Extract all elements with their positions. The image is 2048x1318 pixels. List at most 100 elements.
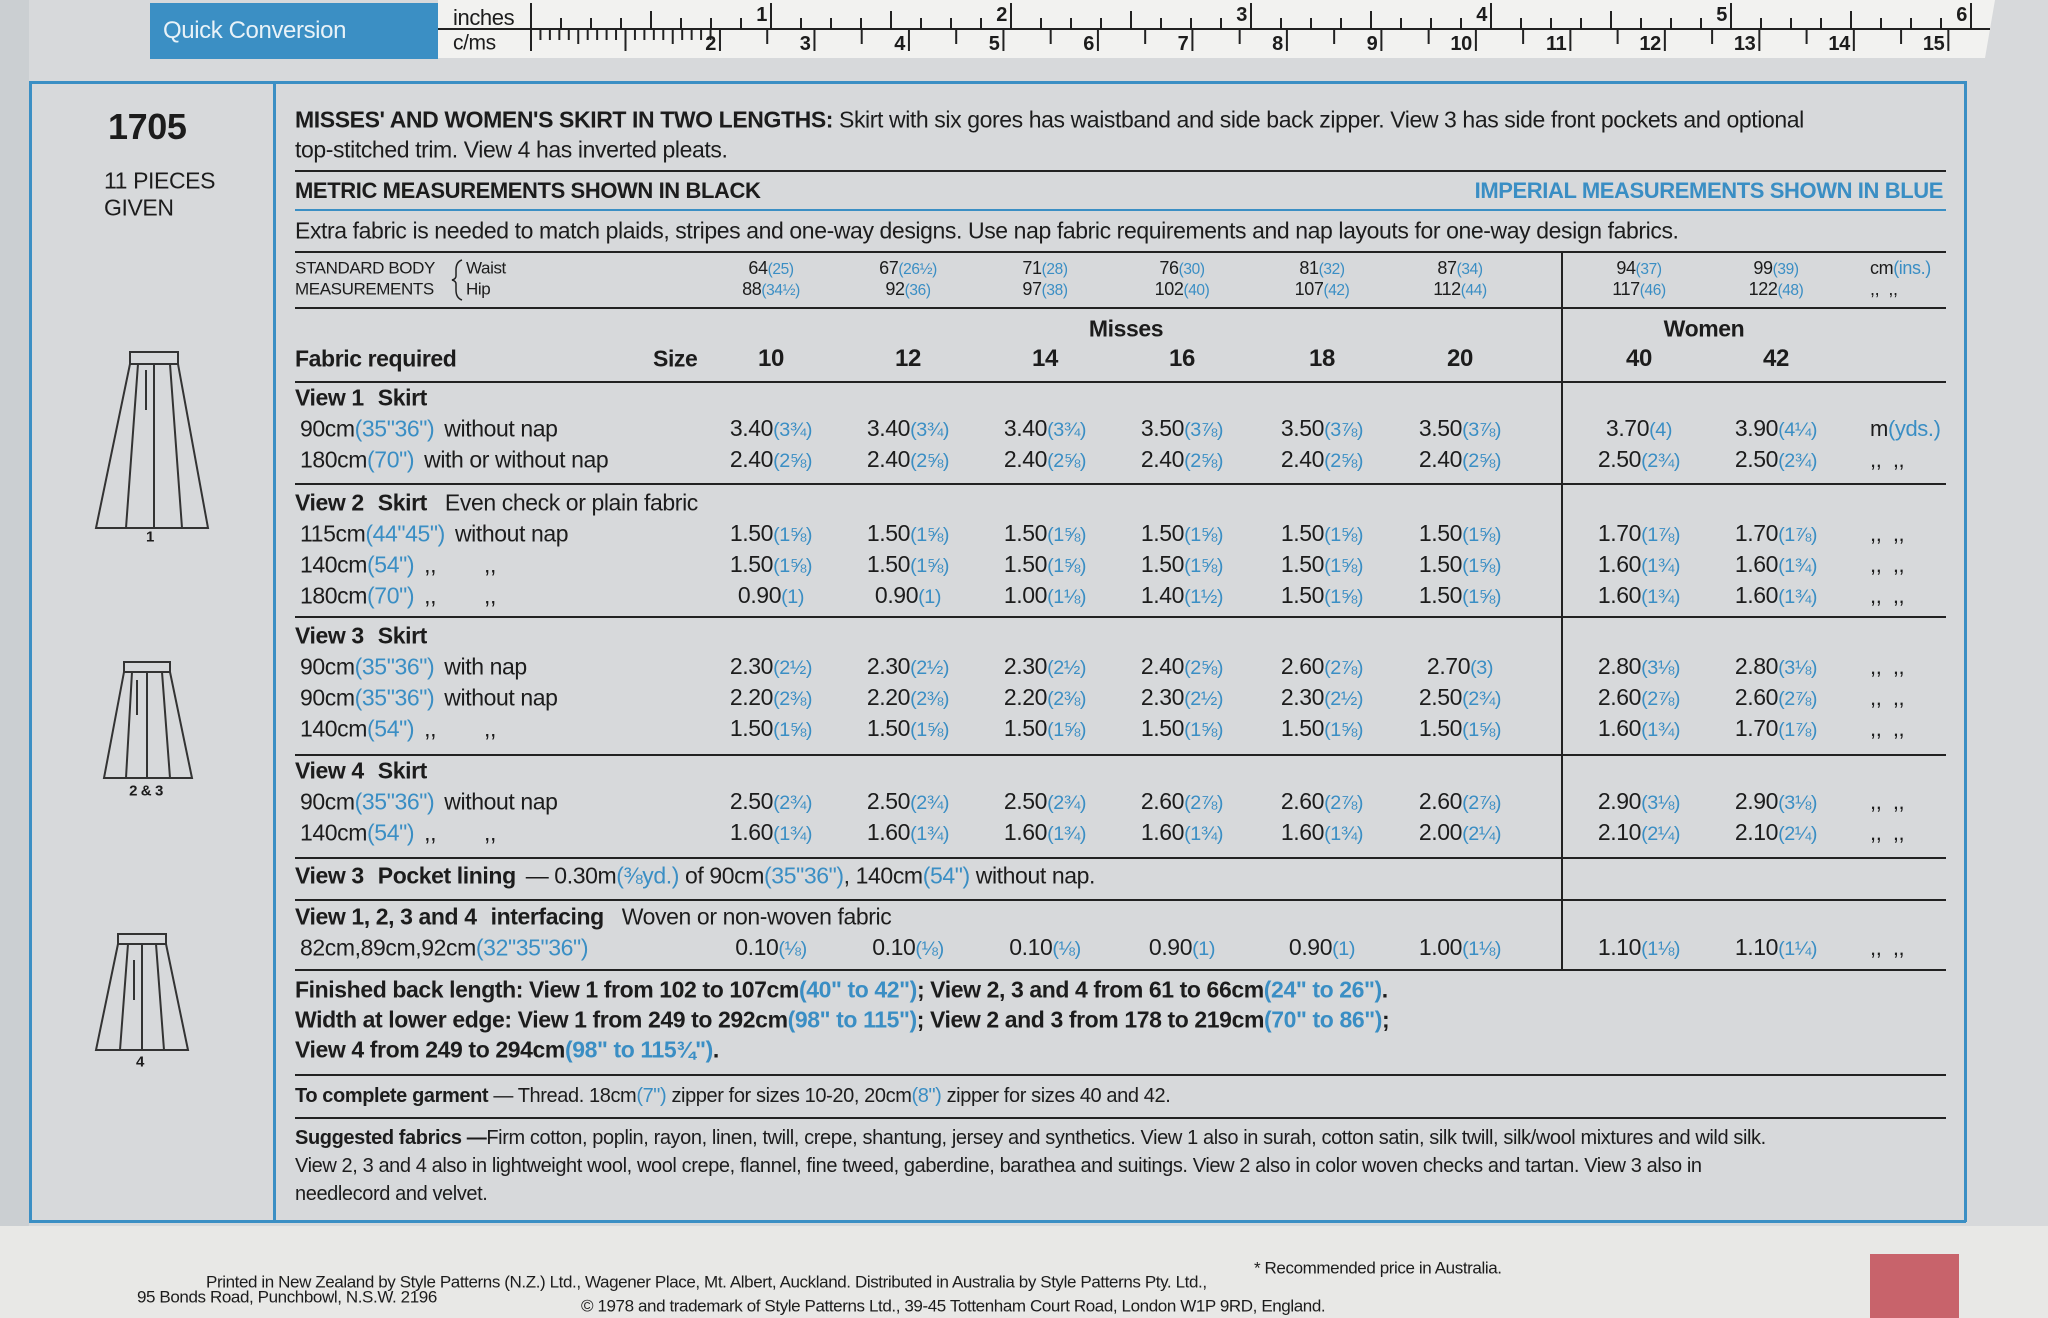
metric-value: 1.10 [1734,934,1779,961]
yardage: 0.10(⅛) [1009,936,1081,960]
yardage: 2.50(2¾) [730,790,813,814]
metric-text: ; View 2 and 3 from 178 to 219cm [916,1006,1265,1033]
yardage: 1.10(1⅛) [1598,936,1681,960]
metric-value: 1.60 [1597,715,1642,742]
row-condition: ,, ,, [424,582,497,609]
metric-value: 0.90 [874,582,919,609]
yardage: 2.90(3⅛) [1735,790,1818,814]
metric-value: 2.80 [1734,653,1779,680]
cm-label: 4 [894,33,905,55]
yardage: 2.00(2¼) [1418,819,1502,846]
imperial-width: (54") [367,819,415,846]
unit: m(yds.) [1870,418,1941,440]
conversion-label: Quick Conversion [163,17,347,44]
metric-text: — 0.30m [525,862,617,889]
imperial-value: (1⅝) [773,524,813,547]
cm-label: 5 [988,33,1000,55]
metric-value: 2.40 [1140,653,1185,680]
imperial-note: IMPERIAL MEASUREMENTS SHOWN IN BLUE [1474,178,1944,203]
metric-value: 1.50 [1280,520,1325,547]
metric-value: 2.40 [866,446,911,473]
inch-label: 4 [1476,4,1487,26]
yardage: 2.40(2⅝) [1140,653,1224,680]
row-label: 82cm,89cm,92cm(32"35"36") [300,936,588,960]
metric-text: View 4 from 249 to 294cm [295,1036,565,1063]
metric-value: 0.90 [1148,934,1193,961]
metric-text: cm [1870,258,1894,278]
fabric-width: 140cm [300,715,368,742]
metric-value: 2.00 [1418,819,1463,846]
imperial-value: (1⅞) [1641,524,1681,547]
metric-text: ,, ,, [1870,935,1905,960]
imperial-value: (2⅞) [1324,792,1364,815]
description-line: MISSES' AND WOMEN'S SKIRT IN TWO LENGTHS… [295,108,1804,132]
yardage: 1.10(1¼) [1734,934,1818,961]
metric-value: 1.50 [1280,715,1325,742]
metric-text: ,, ,, [1870,716,1905,741]
row-label: 140cm(54") ,, ,, [300,819,496,846]
metric-value: 1.60 [1280,819,1325,846]
group-heading: View 1 Skirt [295,386,427,410]
metric-value: 112 [1433,278,1461,299]
metric-value: 1.50 [1003,520,1048,547]
metric-value: 1.60 [1003,819,1048,846]
yardage: 1.70(1⅞) [1735,522,1818,546]
imperial-value: (2⅜) [1047,688,1087,711]
yardage: 1.60(1¾) [1734,582,1818,609]
yardage: 0.90(1) [1289,936,1356,961]
metric-text: ,, ,, [1870,685,1905,710]
row-condition: without nap [454,520,569,547]
yardage: 2.50(2¾) [1419,686,1502,711]
metric-value: 117 [1612,278,1640,299]
view-name: View 3 [295,862,364,889]
finished-measurement: Width at lower edge: View 1 from 249 to … [295,1006,1390,1033]
yardage: 0.90(1) [874,582,942,609]
yardage: 2.30(2½) [1141,686,1224,710]
metric-value: 0.10 [872,934,916,961]
item-name: Skirt [377,757,428,784]
yardage: 3.50(3⅞) [1140,415,1224,442]
imperial-width: (35"36") [354,653,435,680]
imperial-value: (1⅝) [1462,586,1502,609]
body-measurement: 76(30) [1159,259,1205,277]
unit: ,, ,, [1870,822,1905,844]
yardage: 1.60(1¾) [730,821,813,845]
imperial-value: (1) [1332,938,1356,961]
inch-label: 2 [996,4,1007,26]
misses-label: Misses [1088,315,1164,342]
imperial-value: (1¾) [1641,719,1681,742]
imperial-text: (8") [911,1085,942,1107]
imperial-value: (36) [904,281,931,299]
metric-value: 3.40 [866,415,911,442]
yardage: 3.40(3¾) [866,415,950,442]
yardage: 3.70(4) [1606,417,1673,441]
item-name: Skirt [377,489,428,516]
yardage: 2.20(2⅜) [1003,684,1087,711]
metric-value: 2.80 [1597,653,1642,680]
metric-value: 2.30 [729,653,774,680]
body-measurement: 107(42) [1295,280,1350,298]
fabric-width: 90cm [300,788,355,815]
metric-text: ; [1382,1006,1390,1033]
metric-value: 3.50 [1140,415,1185,442]
pieces-given: GIVEN [104,194,174,221]
imperial-value: (1⅝) [910,524,950,547]
metric-value: 2.20 [1003,684,1048,711]
imperial-value: (2⅝) [1324,450,1364,473]
imperial-value: (2⅞) [1778,688,1818,711]
description-line: top-stitched trim. View 4 has inverted p… [295,136,728,163]
group-heading: View 1, 2, 3 and 4 interfacing Woven or no… [295,905,892,929]
rule [295,857,1946,859]
cm-label: 8 [1272,33,1283,55]
body-unit: ,, ,, [1870,280,1898,298]
imperial-text: (54") [922,862,970,889]
metric-value: 2.10 [1597,819,1642,846]
imperial-value: (2¾) [1462,688,1502,711]
imperial-text: (98" to 115") [787,1006,918,1033]
footer-line: Printed in New Zealand by Style Patterns… [206,1272,1207,1292]
imperial-value: (1¾) [1047,823,1087,846]
imperial-value: (1⅝) [1324,586,1364,609]
metric-value: 1.60 [1734,582,1779,609]
